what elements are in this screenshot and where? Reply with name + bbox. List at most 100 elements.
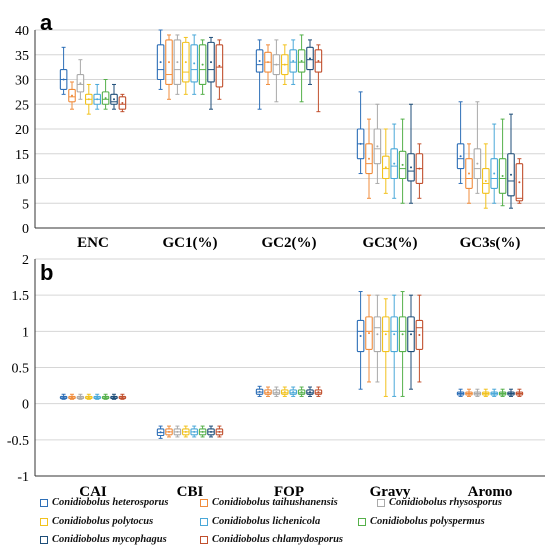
box-mean-point: [518, 392, 521, 395]
legend-swatch: [200, 535, 208, 544]
box-mean-point: [258, 59, 261, 62]
box-mean-point: [493, 392, 496, 395]
box-mean-point: [193, 430, 196, 433]
box-mean-point: [184, 61, 187, 64]
x-category-label: Aromo: [468, 484, 513, 500]
box-mean-point: [184, 430, 187, 433]
legend-swatch: [358, 517, 366, 526]
box-mean-point: [359, 142, 362, 145]
box-mean-point: [476, 392, 479, 395]
legend-item: Conidiobolus lichenicola: [200, 516, 320, 527]
y-tick-label: -1: [17, 470, 29, 485]
legend-item: Conidiobolus rhysosporus: [377, 497, 502, 508]
legend-label: Conidiobolus heterosporus: [52, 497, 169, 508]
box-mean-point: [359, 335, 362, 338]
box-mean-point: [476, 162, 479, 165]
box-mean-point: [309, 391, 311, 394]
box-mean-point: [468, 392, 470, 395]
box-mean-point: [384, 166, 387, 169]
box-mean-point: [267, 391, 269, 394]
x-category-label: ENC: [77, 235, 109, 251]
y-tick-label: 0: [22, 398, 29, 413]
box-mean-point: [393, 162, 396, 165]
box-mean-point: [468, 172, 470, 175]
box-mean-point: [376, 145, 379, 148]
box-mean-point: [410, 333, 412, 336]
legend-item: Conidiobolus heterosporus: [40, 497, 168, 508]
y-tick-label: 2: [22, 253, 29, 268]
legend-label: Conidiobolus polytocus: [52, 516, 154, 527]
box-mean-point: [410, 166, 412, 169]
x-category-label: Gravy: [370, 484, 411, 500]
y-tick-label: 10: [15, 173, 29, 188]
y-tick-label: 1: [22, 325, 29, 340]
box-mean-point: [79, 82, 82, 85]
box-mean-point: [518, 181, 521, 184]
box-mean-point: [501, 392, 504, 395]
box-mean-point: [113, 98, 115, 101]
y-tick-label: 30: [15, 74, 29, 89]
legend-item: Conidiobolus chlamydosporus: [200, 534, 343, 545]
legend-label: Conidiobolus polyspermus: [370, 516, 485, 527]
x-category-label: FOP: [274, 484, 304, 500]
panel-label: b: [40, 260, 53, 285]
box-mean-point: [418, 167, 421, 170]
box-mean-point: [96, 396, 99, 399]
box-mean-point: [493, 172, 496, 175]
box-mean-point: [459, 392, 462, 395]
box-mean-point: [168, 61, 170, 64]
box-mean-point: [62, 78, 65, 81]
box-mean-point: [484, 392, 487, 395]
legend-label: Conidiobolus lichenicola: [212, 516, 321, 527]
box-mean-point: [210, 430, 212, 433]
y-tick-label: 20: [15, 123, 29, 138]
box-mean-point: [218, 430, 221, 433]
legend-swatch: [40, 535, 48, 544]
x-category-label: GC3(%): [363, 235, 418, 251]
y-tick-label: 25: [15, 98, 29, 113]
box-mean-point: [121, 102, 124, 105]
box-mean-point: [393, 333, 396, 336]
box-mean-point: [87, 98, 90, 101]
box-mean-point: [501, 175, 504, 178]
box-mean-point: [309, 57, 311, 60]
y-tick-label: 0.5: [12, 362, 30, 377]
box-mean-point: [368, 157, 370, 160]
box-mean-point: [159, 431, 162, 434]
legend-item: Conidiobolus taihushanensis: [200, 497, 338, 508]
box-mean-point: [510, 173, 512, 176]
x-category-label: CBI: [177, 484, 204, 500]
box-mean-point: [96, 98, 99, 101]
legend-item: Conidiobolus polytocus: [40, 516, 153, 527]
box-mean-point: [459, 155, 462, 158]
box-mean-point: [176, 61, 179, 64]
box-mean-point: [104, 97, 107, 100]
y-tick-label: 0: [22, 222, 29, 237]
box-mean-point: [258, 390, 261, 393]
box-mean-point: [368, 332, 370, 335]
legend-swatch: [200, 498, 208, 507]
box-mean-point: [292, 59, 295, 62]
box-mean-point: [384, 333, 387, 336]
box-mean-point: [300, 59, 303, 62]
legend-label: Conidiobolus mycophagus: [52, 534, 167, 545]
box-mean-point: [201, 430, 204, 433]
panel-label: a: [40, 10, 53, 35]
box-mean-point: [113, 396, 115, 399]
box-mean-point: [283, 63, 286, 66]
box-mean-point: [168, 430, 170, 433]
y-tick-label: 1.5: [12, 289, 30, 304]
box-mean-point: [275, 63, 278, 66]
box-mean-point: [300, 391, 303, 394]
y-tick-label: 15: [15, 148, 29, 163]
box-mean-point: [87, 396, 90, 399]
legend-swatch: [377, 498, 385, 507]
box-mean-point: [62, 396, 65, 399]
box-mean-point: [218, 64, 221, 67]
box-mean-point: [292, 391, 295, 394]
y-tick-label: 5: [22, 197, 29, 212]
box-mean-point: [484, 179, 487, 182]
box-mean-point: [104, 396, 107, 399]
box-mean-point: [193, 62, 196, 65]
y-tick-label: 35: [15, 49, 29, 64]
